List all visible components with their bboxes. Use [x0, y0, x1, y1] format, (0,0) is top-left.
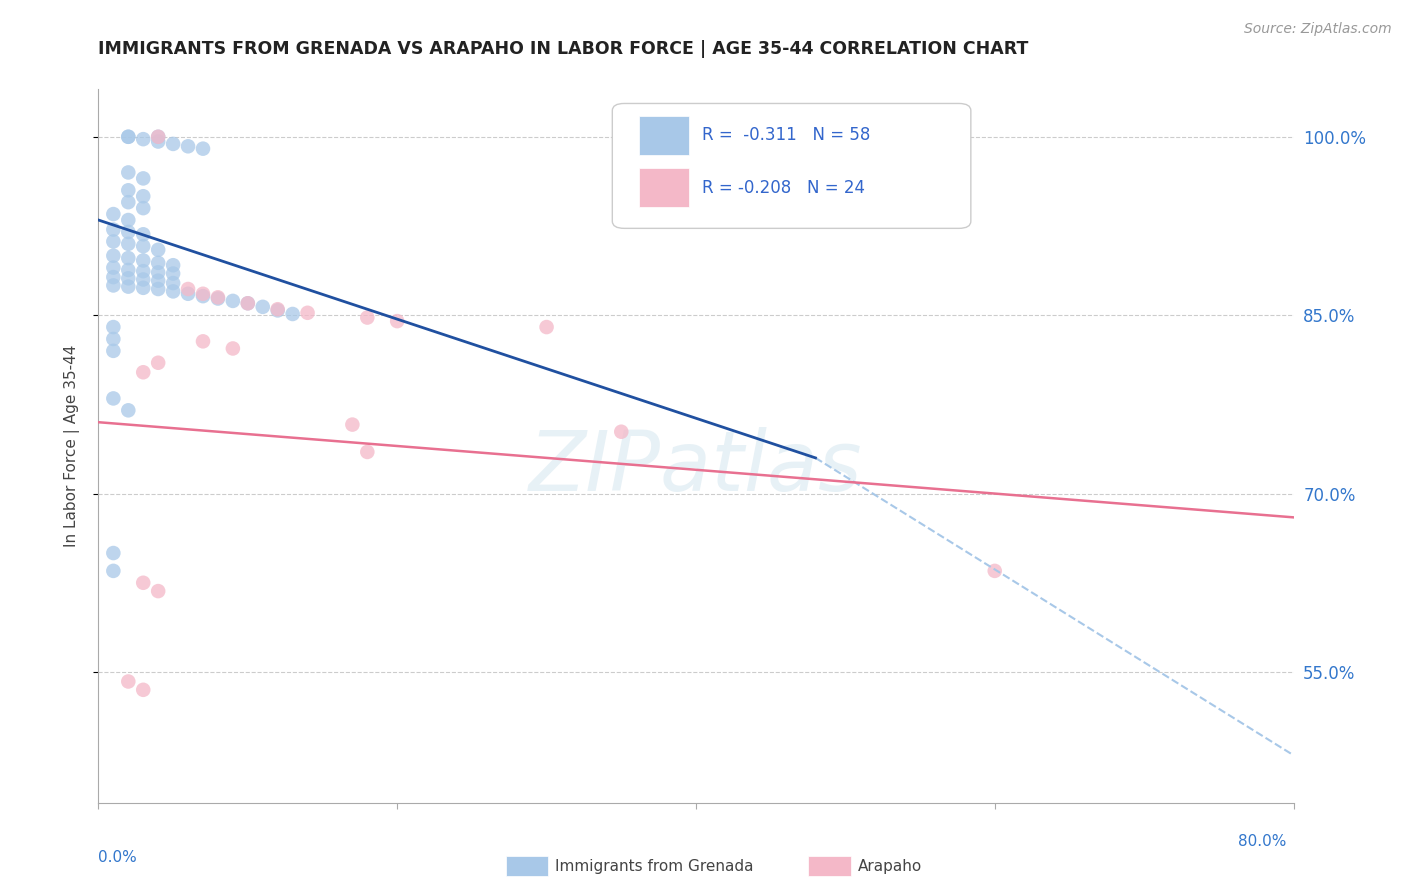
Point — [207, 292, 229, 306]
Point — [117, 403, 139, 417]
Point — [132, 132, 155, 146]
Point — [103, 278, 125, 293]
FancyBboxPatch shape — [638, 116, 689, 155]
Point — [117, 263, 139, 277]
Point — [103, 343, 125, 358]
Point — [148, 243, 170, 257]
Point — [117, 279, 139, 293]
Point — [983, 564, 1005, 578]
Text: R =  -0.311   N = 58: R = -0.311 N = 58 — [702, 126, 870, 144]
Point — [117, 183, 139, 197]
Point — [148, 135, 170, 149]
Point — [103, 392, 125, 406]
Point — [117, 225, 139, 239]
Point — [162, 258, 184, 272]
Point — [236, 296, 259, 310]
Point — [103, 320, 125, 334]
Point — [148, 274, 170, 288]
Point — [103, 564, 125, 578]
Text: Arapaho: Arapaho — [858, 859, 922, 873]
Point — [148, 256, 170, 270]
Point — [117, 195, 139, 210]
FancyBboxPatch shape — [638, 168, 689, 207]
Point — [162, 285, 184, 299]
Point — [222, 342, 245, 356]
Point — [117, 165, 139, 179]
Point — [236, 296, 259, 310]
Text: 0.0%: 0.0% — [98, 850, 138, 865]
Point — [117, 271, 139, 285]
Point — [252, 300, 274, 314]
Point — [132, 272, 155, 286]
Point — [536, 320, 558, 334]
Point — [117, 213, 139, 227]
Point — [148, 356, 170, 370]
Point — [191, 142, 214, 156]
Point — [177, 286, 200, 301]
Point — [191, 334, 214, 349]
Text: ZIPatlas: ZIPatlas — [529, 427, 863, 508]
Point — [267, 302, 290, 317]
Text: Immigrants from Grenada: Immigrants from Grenada — [555, 859, 754, 873]
Text: R = -0.208   N = 24: R = -0.208 N = 24 — [702, 178, 865, 196]
Point — [281, 307, 304, 321]
Point — [117, 129, 139, 144]
Point — [162, 136, 184, 151]
Point — [132, 575, 155, 590]
Point — [117, 251, 139, 265]
Point — [356, 310, 378, 325]
Point — [222, 293, 245, 308]
Point — [103, 249, 125, 263]
Point — [132, 253, 155, 268]
Point — [132, 227, 155, 242]
Point — [385, 314, 409, 328]
Point — [132, 171, 155, 186]
Point — [132, 264, 155, 278]
Text: Source: ZipAtlas.com: Source: ZipAtlas.com — [1244, 22, 1392, 37]
Point — [148, 282, 170, 296]
Point — [148, 129, 170, 144]
Point — [177, 282, 200, 296]
Text: IMMIGRANTS FROM GRENADA VS ARAPAHO IN LABOR FORCE | AGE 35-44 CORRELATION CHART: IMMIGRANTS FROM GRENADA VS ARAPAHO IN LA… — [98, 40, 1029, 58]
Point — [103, 546, 125, 560]
Point — [191, 289, 214, 303]
Point — [117, 236, 139, 251]
Point — [191, 286, 214, 301]
Point — [162, 276, 184, 290]
Point — [342, 417, 364, 432]
Point — [297, 306, 319, 320]
Point — [610, 425, 633, 439]
Point — [132, 189, 155, 203]
Point — [148, 584, 170, 599]
Point — [103, 207, 125, 221]
Point — [207, 290, 229, 304]
Point — [162, 267, 184, 281]
Point — [132, 239, 155, 253]
Point — [148, 129, 170, 144]
Point — [132, 201, 155, 215]
Point — [148, 265, 170, 279]
Y-axis label: In Labor Force | Age 35-44: In Labor Force | Age 35-44 — [65, 345, 80, 547]
Point — [103, 222, 125, 236]
Point — [103, 260, 125, 275]
FancyBboxPatch shape — [613, 103, 970, 228]
Point — [117, 129, 139, 144]
Point — [103, 270, 125, 285]
Point — [103, 332, 125, 346]
Point — [132, 682, 155, 697]
Point — [132, 281, 155, 295]
Point — [177, 139, 200, 153]
Point — [103, 235, 125, 249]
Point — [117, 674, 139, 689]
Point — [356, 445, 378, 459]
Point — [267, 303, 290, 318]
Point — [132, 365, 155, 379]
Text: 80.0%: 80.0% — [1239, 834, 1286, 849]
